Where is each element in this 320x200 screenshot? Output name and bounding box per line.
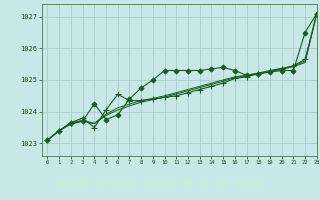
Text: Graphe pression niveau de la mer (hPa): Graphe pression niveau de la mer (hPa) (58, 179, 262, 188)
